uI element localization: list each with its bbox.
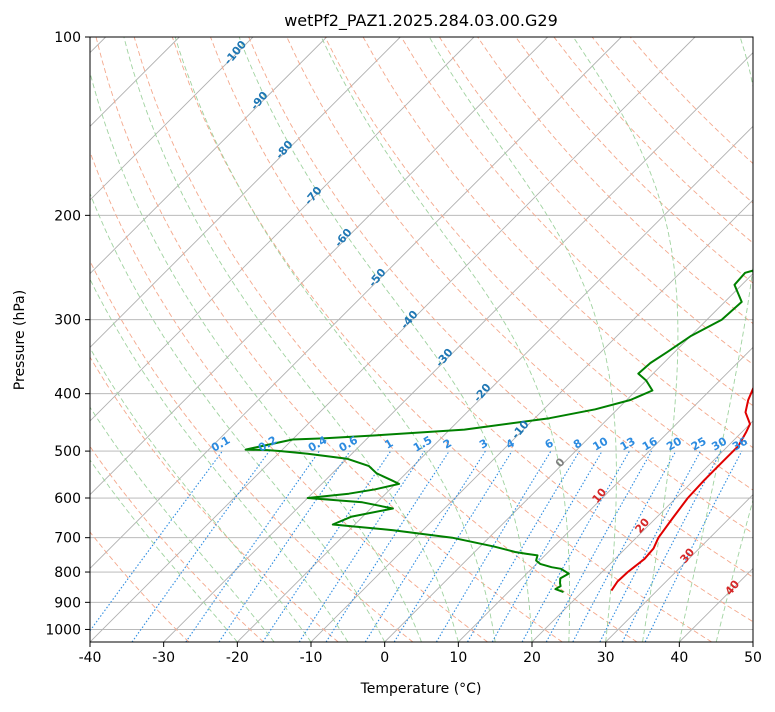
x-axis-label: Temperature (°C) xyxy=(360,681,482,697)
y-tick-label: 800 xyxy=(54,565,81,581)
x-tick-label: -10 xyxy=(300,650,323,666)
x-tick-label: 50 xyxy=(744,650,762,666)
chart-title: wetPf2_PAZ1.2025.284.03.00.G29 xyxy=(284,11,558,31)
y-tick-label: 500 xyxy=(54,444,81,460)
y-tick-label: 900 xyxy=(54,595,81,611)
x-tick-label: 10 xyxy=(449,650,467,666)
y-tick-label: 700 xyxy=(54,531,81,547)
y-tick-label: 100 xyxy=(54,30,81,46)
x-tick-label: 0 xyxy=(380,650,389,666)
y-tick-label: 1000 xyxy=(45,622,81,638)
x-tick-label: -20 xyxy=(226,650,249,666)
x-tick-label: 20 xyxy=(523,650,541,666)
x-tick-label: 30 xyxy=(597,650,615,666)
y-tick-label: 200 xyxy=(54,208,81,224)
x-tick-label: -30 xyxy=(152,650,175,666)
y-tick-label: 600 xyxy=(54,491,81,507)
y-tick-label: 400 xyxy=(54,387,81,403)
y-axis-label: Pressure (hPa) xyxy=(12,290,28,390)
y-tick-label: 300 xyxy=(54,313,81,329)
x-tick-label: 40 xyxy=(670,650,688,666)
x-tick-label: -40 xyxy=(79,650,102,666)
